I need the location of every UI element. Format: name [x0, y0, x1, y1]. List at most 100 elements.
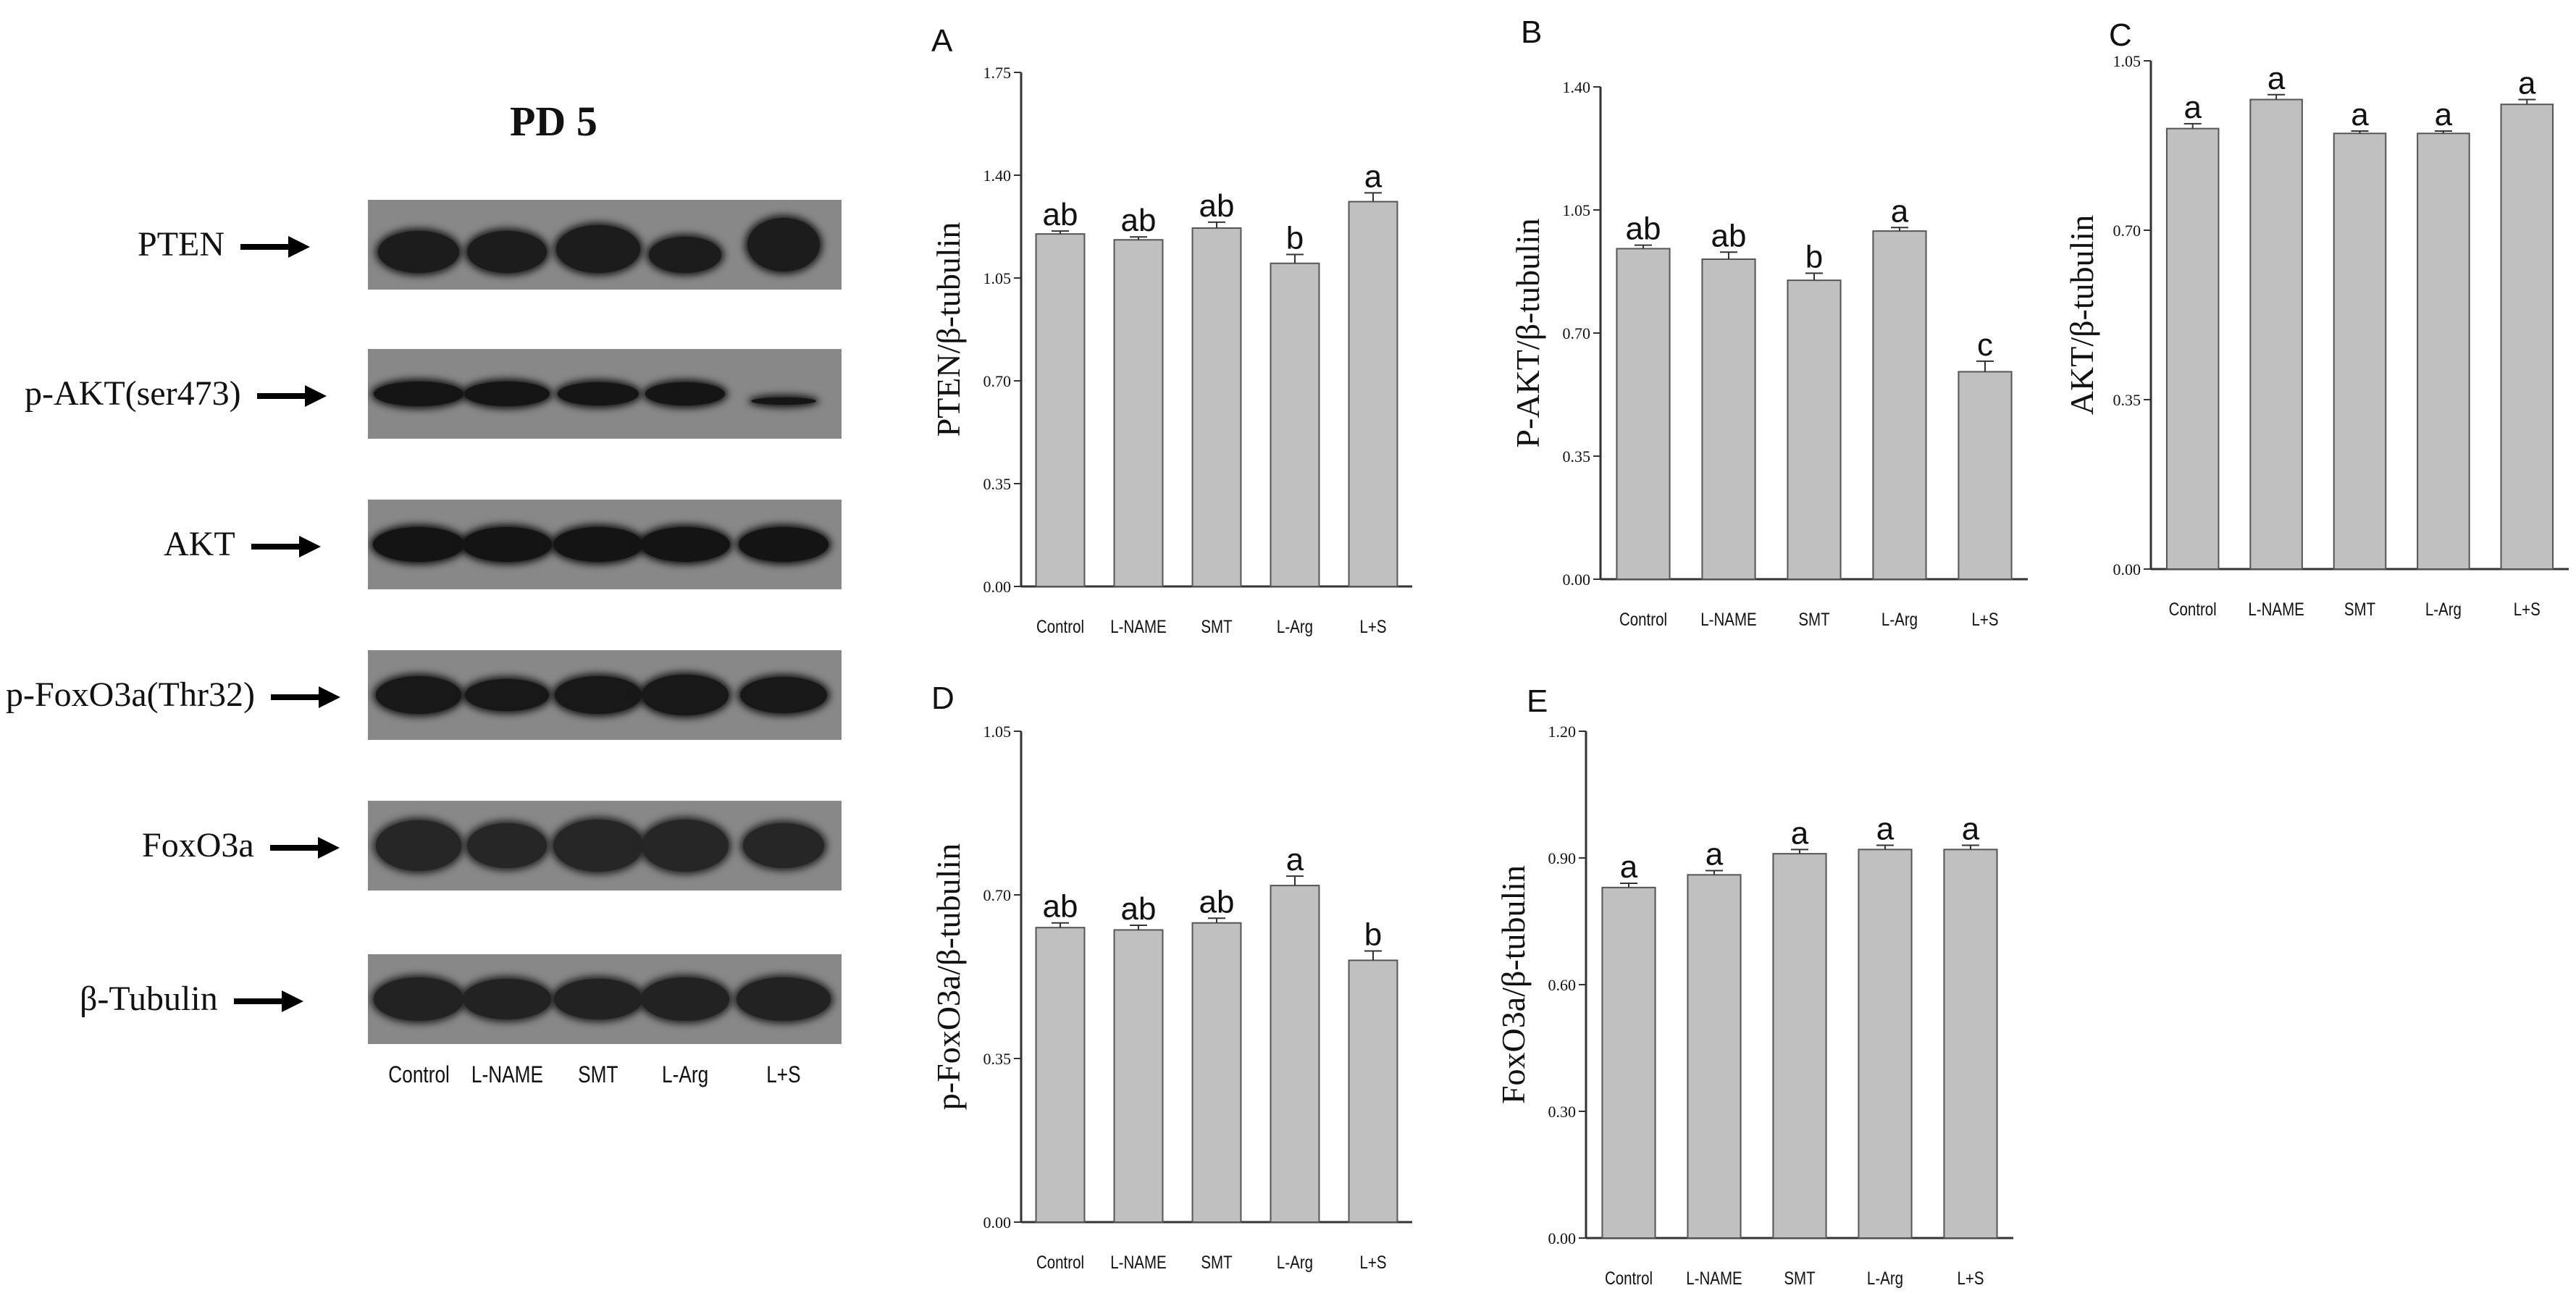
chart-b-p-akt: 0.000.350.701.051.40P-AKT/β-tubulin abCon…: [1509, 78, 2028, 629]
blot-band: [555, 676, 642, 714]
blot-band: [642, 675, 729, 715]
x-tick-label: L-NAME: [1700, 609, 1756, 629]
significance-letter: ab: [1043, 889, 1078, 925]
y-axis-label: AKT/β-tubulin: [2064, 215, 2100, 415]
y-tick-label: 1.40: [983, 167, 1012, 185]
significance-letter: a: [2183, 90, 2202, 125]
blot-band: [743, 823, 824, 868]
y-tick-label: 0.35: [2113, 391, 2141, 409]
bar: [1191, 227, 1242, 587]
blot-band: [640, 527, 730, 562]
blot-band: [737, 977, 831, 1021]
x-tick-label: L+S: [1359, 616, 1386, 636]
y-tick-label: 1.75: [983, 64, 1012, 82]
blot-title: PD 5: [510, 98, 597, 145]
bar: [2417, 132, 2470, 571]
arrow-right-icon: [271, 686, 340, 708]
significance-letter: a: [2518, 65, 2536, 101]
bar: [1616, 248, 1671, 580]
y-tick-label: 0.70: [1563, 324, 1591, 342]
blot-lane-label: L-NAME: [471, 1061, 543, 1087]
chart-c-akt: 0.00 0.35 0.70 1.05 AKT/β-tubulin a Control a L-…: [2064, 52, 2569, 619]
blot-band: [553, 820, 643, 872]
chart-e-foxo3a: 0.00 0.30 0.60 0.90 1.20 FoxO3a/β-tubulin a Con…: [1495, 723, 2013, 1288]
x-tick-label: L+S: [1957, 1268, 1984, 1288]
arrow-right-icon: [257, 385, 327, 407]
x-tick-label: L-Arg: [1881, 609, 1918, 629]
blot-row-label: PTEN: [138, 225, 225, 264]
y-tick-label: 1.05: [2113, 52, 2141, 70]
bar: [1872, 230, 1927, 580]
blot-band: [554, 979, 642, 1019]
panel-letter-e: E: [1527, 683, 1548, 719]
y-axis-label: FoxO3a/β-tubulin: [1495, 865, 1532, 1104]
bar: [1787, 279, 1842, 580]
significance-letter: b: [1286, 221, 1304, 256]
bar: [1601, 886, 1656, 1239]
chart-a-pten: 0.000.350.701.051.401.75PTEN/β-tubulinab…: [930, 64, 1412, 636]
blot-strip: [368, 801, 842, 891]
y-tick-label: 0.35: [983, 1050, 1012, 1068]
blot-band: [374, 977, 463, 1021]
x-tick-label: L+S: [1359, 1252, 1386, 1272]
bar: [2333, 132, 2387, 571]
blot-band: [649, 237, 721, 273]
blot-band: [556, 225, 640, 273]
x-tick-label: Control: [1605, 1268, 1653, 1288]
x-tick-label: L-Arg: [1277, 616, 1313, 636]
y-tick-label: 1.20: [1548, 723, 1577, 741]
blot-strip: [368, 500, 842, 589]
significance-letter: b: [1805, 239, 1823, 274]
arrow-right-icon: [240, 236, 310, 258]
panel-letter-d: D: [931, 681, 955, 716]
blot-lane-label: SMT: [578, 1061, 618, 1087]
blot-band: [642, 820, 729, 872]
blot-strip: [368, 349, 842, 439]
x-tick-label: SMT: [2344, 599, 2375, 619]
x-tick-label: Control: [1036, 616, 1084, 636]
x-tick-label: L-Arg: [1277, 1252, 1313, 1272]
bar: [1958, 371, 2013, 580]
y-tick-label: 0.90: [1548, 849, 1577, 867]
blot-band: [462, 527, 552, 562]
bar: [2165, 127, 2220, 571]
y-tick-label: 0.00: [983, 578, 1012, 596]
blot-band: [553, 527, 643, 562]
blot-strip: [368, 200, 842, 290]
x-tick-label: SMT: [1201, 1252, 1232, 1272]
bar: [1772, 853, 1827, 1239]
x-tick-label: L-NAME: [1686, 1268, 1742, 1288]
significance-letter: ab: [1199, 884, 1235, 919]
y-tick-label: 1.40: [1563, 78, 1591, 96]
western-blot-panel: PD 5 PTEN p-AKT(ser473) AKT p-FoxO3a(Thr32)…: [0, 0, 898, 1309]
x-tick-label: Control: [1619, 609, 1667, 629]
blot-lane-label: L-Arg: [662, 1061, 709, 1087]
x-tick-label: L-NAME: [1110, 1252, 1166, 1272]
bar: [1858, 849, 1913, 1239]
blot-band: [465, 679, 549, 711]
blot-band: [376, 820, 461, 871]
bar: [1687, 874, 1742, 1239]
y-tick-label: 0.70: [983, 886, 1012, 904]
bar: [1113, 929, 1164, 1223]
significance-letter: a: [1286, 842, 1304, 877]
bar: [1943, 849, 1998, 1239]
x-tick-label: L-NAME: [2248, 599, 2304, 619]
y-tick-label: 1.05: [983, 723, 1012, 741]
y-tick-label: 0.00: [2113, 560, 2141, 578]
blot-band: [467, 231, 547, 273]
significance-letter: ab: [1711, 218, 1747, 253]
blot-band: [641, 977, 729, 1021]
blot-row-label: p-AKT(ser473): [25, 374, 241, 413]
blot-lane-label: L+S: [766, 1061, 801, 1087]
y-axis-label: p-FoxO3a/β-tubulin: [930, 843, 967, 1110]
blot-band: [464, 382, 550, 406]
bar: [1270, 885, 1320, 1223]
significance-letter: ab: [1121, 891, 1157, 927]
blot-band: [558, 382, 639, 405]
y-tick-label: 0.00: [1548, 1229, 1577, 1247]
y-tick-label: 1.05: [983, 269, 1012, 287]
significance-letter: a: [1364, 159, 1383, 194]
x-tick-label: SMT: [1784, 1268, 1815, 1288]
blot-row-label: FoxO3a: [142, 826, 254, 864]
